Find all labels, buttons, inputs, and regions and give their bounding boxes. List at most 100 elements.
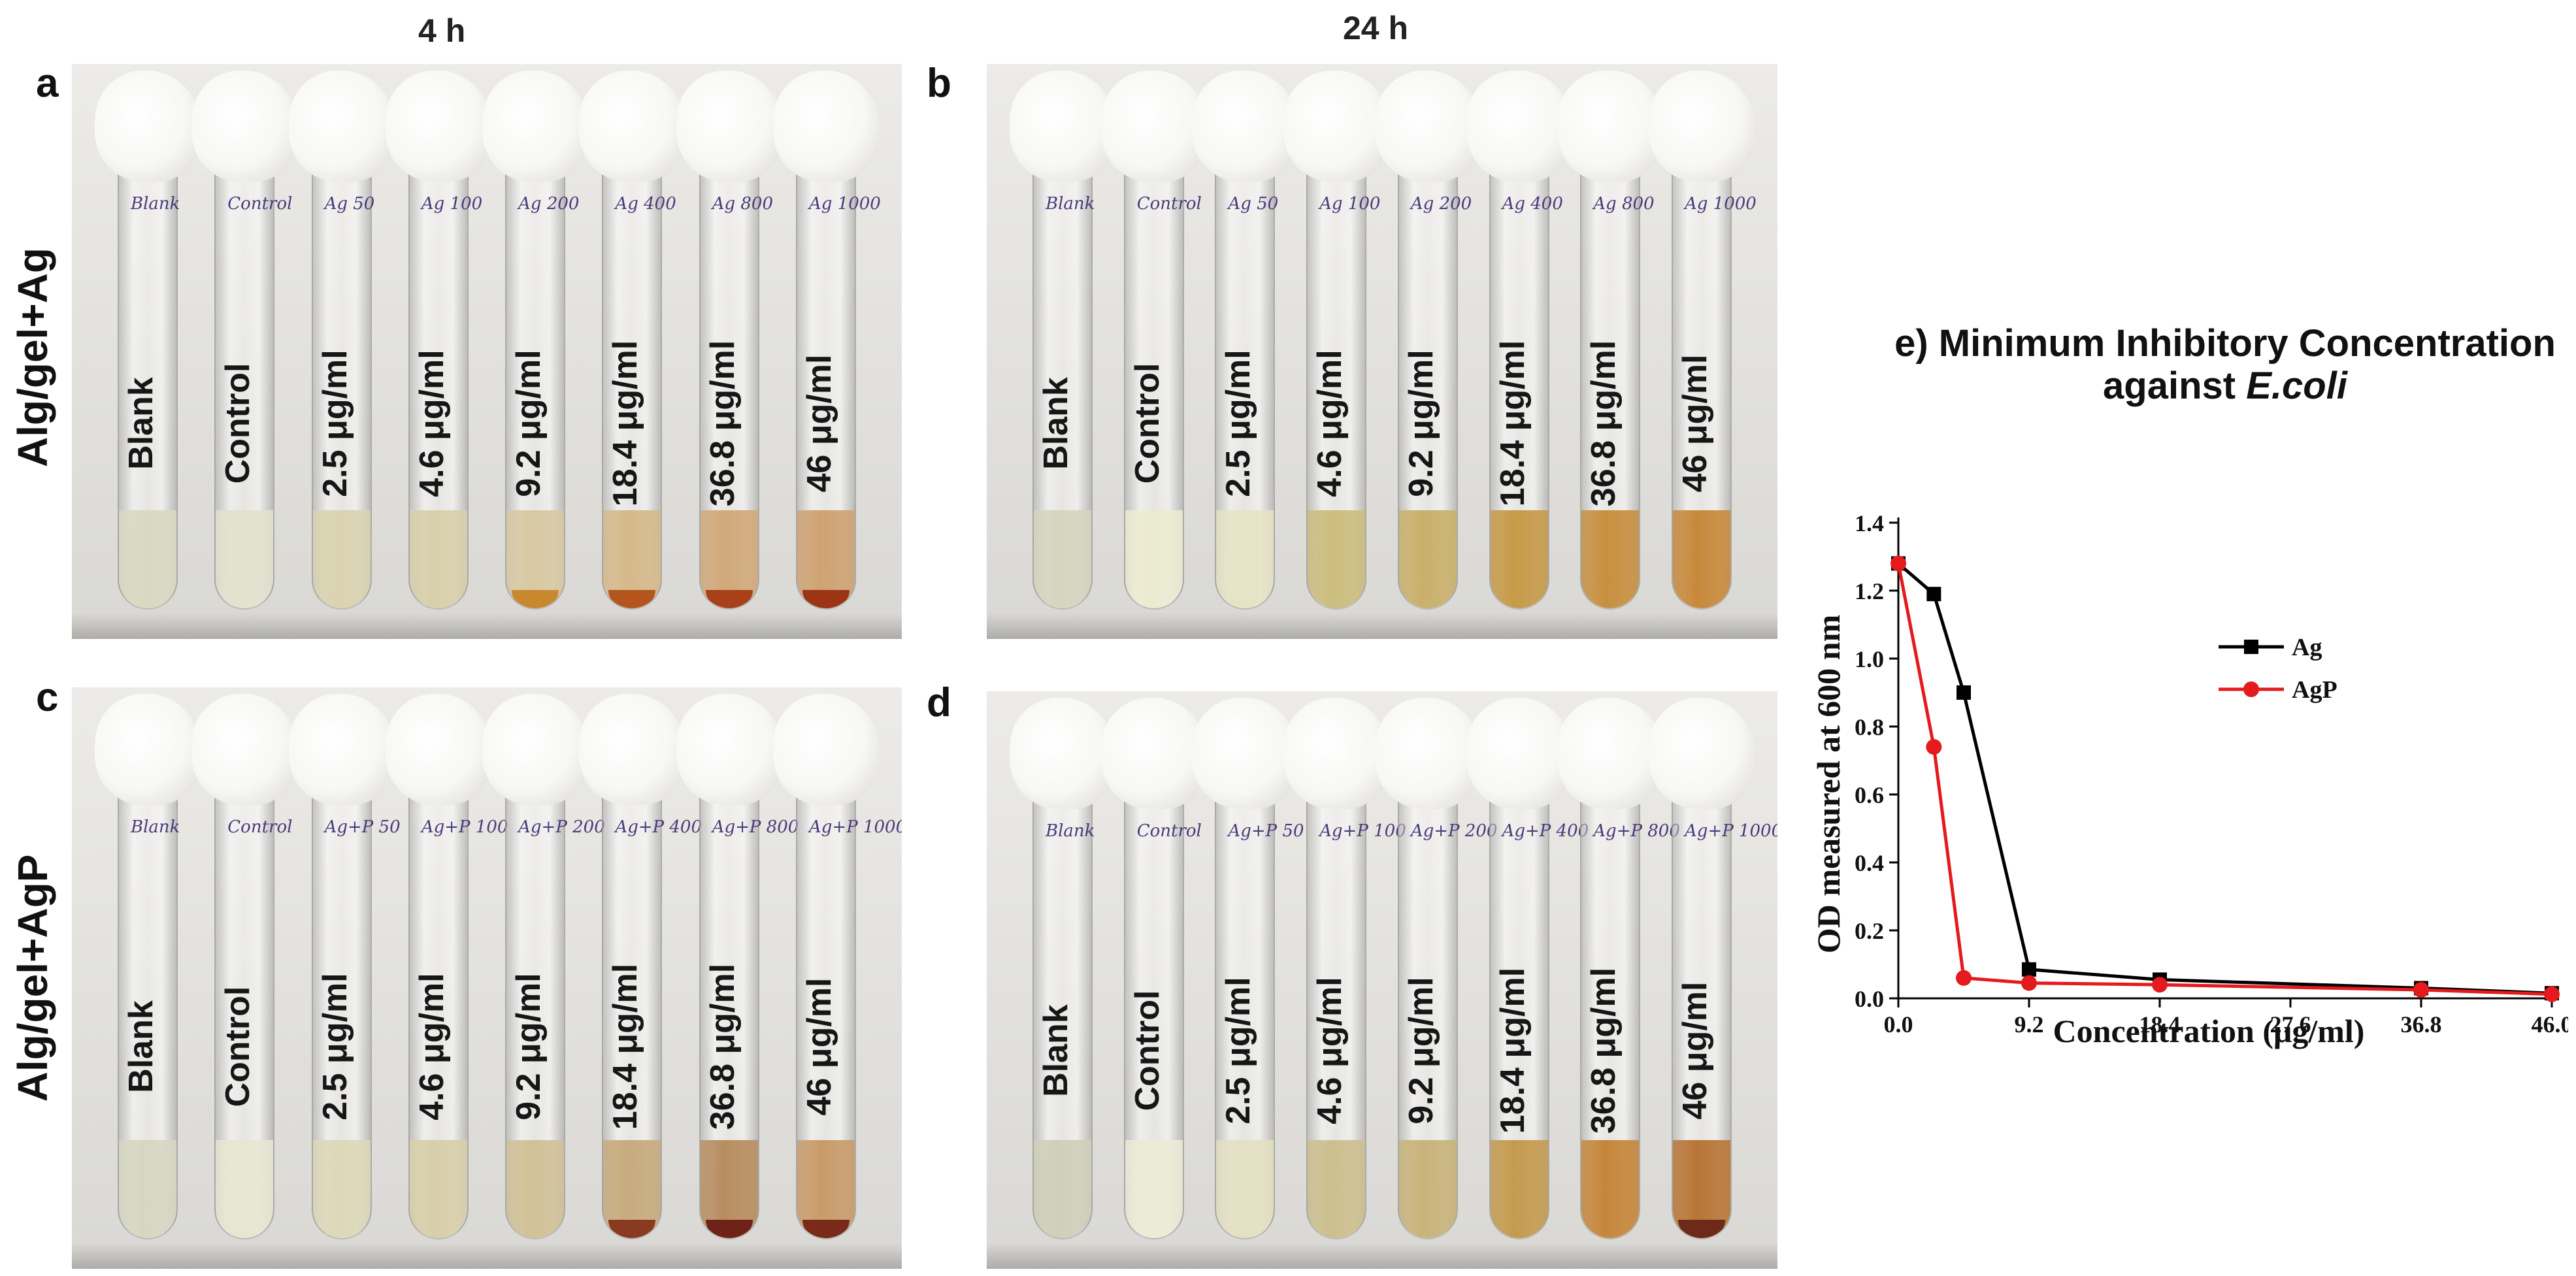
tube-sediment bbox=[1678, 1220, 1725, 1238]
tube-liquid bbox=[1308, 1140, 1366, 1238]
y-tick-label: 1.2 bbox=[1855, 578, 1884, 604]
data-point-ag bbox=[2022, 962, 2036, 977]
tube-liquid bbox=[1490, 510, 1548, 608]
tube-glass bbox=[1672, 172, 1732, 610]
data-point-agp bbox=[2544, 986, 2560, 1002]
handwritten-tube-mark: Blank bbox=[1046, 821, 1095, 841]
tube-glass bbox=[1123, 172, 1184, 610]
x-tick-label: 46.0 bbox=[2532, 1011, 2569, 1038]
handwritten-tube-mark: Ag+P 1000 bbox=[809, 817, 902, 837]
cotton-plug bbox=[1283, 71, 1390, 182]
handwritten-tube-mark: Control bbox=[227, 194, 293, 214]
cotton-plug bbox=[1466, 71, 1572, 182]
test-tube: Blank Blank bbox=[95, 687, 201, 1269]
test-tube: Ag+P 400 18.4 μg/ml bbox=[1466, 691, 1589, 1269]
handwritten-tube-mark: Ag 400 bbox=[1502, 194, 1563, 214]
tube-concentration-label: 9.2 μg/ml bbox=[510, 973, 548, 1121]
cotton-plug bbox=[1283, 698, 1390, 809]
handwritten-tube-mark: Ag+P 400 bbox=[615, 817, 702, 837]
cotton-plug bbox=[191, 71, 298, 182]
handwritten-tube-mark: Ag 100 bbox=[421, 194, 483, 214]
legend-label-ag: Ag bbox=[2292, 634, 2322, 661]
tube-sediment bbox=[802, 1220, 850, 1238]
photo-panel-d: Blank Blank Control Control Ag+P 50 2.5 μg/ml… bbox=[987, 691, 1777, 1269]
handwritten-tube-mark: Ag+P 50 bbox=[324, 817, 401, 837]
handwritten-tube-mark: Blank bbox=[131, 194, 180, 214]
tube-concentration-label: 36.8 μg/ml bbox=[703, 340, 742, 507]
y-axis-label: OD measured at 600 nm bbox=[1810, 615, 1847, 954]
tube-glass bbox=[214, 795, 275, 1239]
tube-sediment bbox=[705, 1220, 753, 1238]
handwritten-tube-mark: Control bbox=[1136, 821, 1202, 841]
panel-letter-d: d bbox=[927, 680, 951, 725]
tube-glass bbox=[118, 172, 178, 610]
tube-concentration-label: 36.8 μg/ml bbox=[1585, 340, 1623, 507]
chart-title-text: Minimum Inhibitory Concentration bbox=[1939, 322, 2556, 365]
chart-panel-letter: e) bbox=[1894, 322, 1928, 365]
chart-title-line1: e) Minimum Inhibitory Concentration bbox=[1894, 322, 2556, 365]
cotton-plug bbox=[1010, 71, 1115, 182]
tube-sediment bbox=[608, 1220, 656, 1238]
tube-glass bbox=[1580, 172, 1641, 610]
tube-liquid bbox=[1398, 1140, 1457, 1238]
tube-concentration-label: 18.4 μg/ml bbox=[606, 963, 645, 1130]
tube-liquid bbox=[216, 1140, 274, 1238]
tube-glass bbox=[408, 172, 469, 610]
tube-liquid bbox=[1581, 510, 1640, 608]
test-tube: Ag 100 4.6 μg/ml bbox=[1283, 64, 1390, 639]
column-heading-24h: 24 h bbox=[1343, 10, 1409, 46]
tube-glass bbox=[311, 795, 372, 1239]
tube-glass bbox=[1672, 799, 1732, 1239]
tube-glass bbox=[699, 172, 759, 610]
x-tick-label: 18.4 bbox=[2139, 1011, 2181, 1038]
tube-glass bbox=[1032, 172, 1093, 610]
legend-marker-agp bbox=[2243, 681, 2259, 697]
tube-concentration-label: 2.5 μg/ml bbox=[1219, 350, 1258, 497]
data-point-ag bbox=[1957, 685, 1971, 700]
cotton-plug bbox=[482, 694, 589, 805]
handwritten-tube-mark: Ag 400 bbox=[615, 194, 676, 214]
cotton-plug bbox=[482, 71, 589, 182]
cotton-plug bbox=[1649, 71, 1755, 182]
test-tube: Control Control bbox=[191, 687, 298, 1269]
tube-liquid bbox=[1673, 510, 1730, 608]
cotton-plug bbox=[1100, 698, 1207, 809]
cotton-plug bbox=[1374, 71, 1481, 182]
cotton-plug bbox=[1100, 71, 1207, 182]
tube-concentration-label: Blank bbox=[1037, 377, 1075, 470]
cotton-plug bbox=[773, 71, 879, 182]
data-point-agp bbox=[2152, 977, 2168, 993]
tube-liquid bbox=[1216, 1140, 1274, 1238]
tube-concentration-label: Control bbox=[1128, 363, 1166, 484]
y-tick-label: 0.0 bbox=[1855, 986, 1884, 1012]
cotton-plug bbox=[1192, 698, 1298, 809]
panel-letter-b: b bbox=[927, 61, 951, 106]
tube-liquid bbox=[1125, 1140, 1183, 1238]
test-tube: Ag 200 9.2 μg/ml bbox=[1374, 64, 1481, 639]
tube-glass bbox=[1580, 799, 1641, 1239]
tube-concentration-label: 18.4 μg/ml bbox=[1493, 967, 1532, 1134]
tube-concentration-label: 4.6 μg/ml bbox=[1311, 977, 1349, 1124]
tube-concentration-label: Blank bbox=[122, 1000, 160, 1093]
photo-panel-c: Blank Blank Control Control Ag+P 50 2.5 μg/ml… bbox=[72, 687, 902, 1269]
tube-glass bbox=[1032, 799, 1093, 1239]
data-point-agp bbox=[1891, 555, 1906, 572]
test-tube: Ag+P 100 4.6 μg/ml bbox=[1283, 691, 1406, 1269]
tube-concentration-label: 4.6 μg/ml bbox=[412, 350, 451, 497]
test-tube: Ag 800 36.8 μg/ml bbox=[676, 64, 782, 639]
handwritten-tube-mark: Ag+P 100 bbox=[421, 817, 508, 837]
y-tick-label: 1.0 bbox=[1855, 646, 1884, 672]
cotton-plug bbox=[1557, 698, 1664, 809]
tube-liquid bbox=[506, 1140, 565, 1238]
tube-concentration-label: 46 μg/ml bbox=[1676, 354, 1714, 493]
cotton-plug bbox=[1192, 71, 1298, 182]
tube-glass bbox=[408, 795, 469, 1239]
cotton-plug bbox=[579, 71, 685, 182]
tube-liquid bbox=[119, 510, 176, 608]
y-tick-label: 0.4 bbox=[1855, 850, 1884, 876]
y-tick-label: 0.6 bbox=[1855, 782, 1884, 808]
y-tick-label: 0.2 bbox=[1855, 918, 1884, 944]
tube-glass bbox=[1397, 799, 1458, 1239]
handwritten-tube-mark: Ag 200 bbox=[1410, 194, 1472, 214]
cotton-plug bbox=[1374, 698, 1481, 809]
